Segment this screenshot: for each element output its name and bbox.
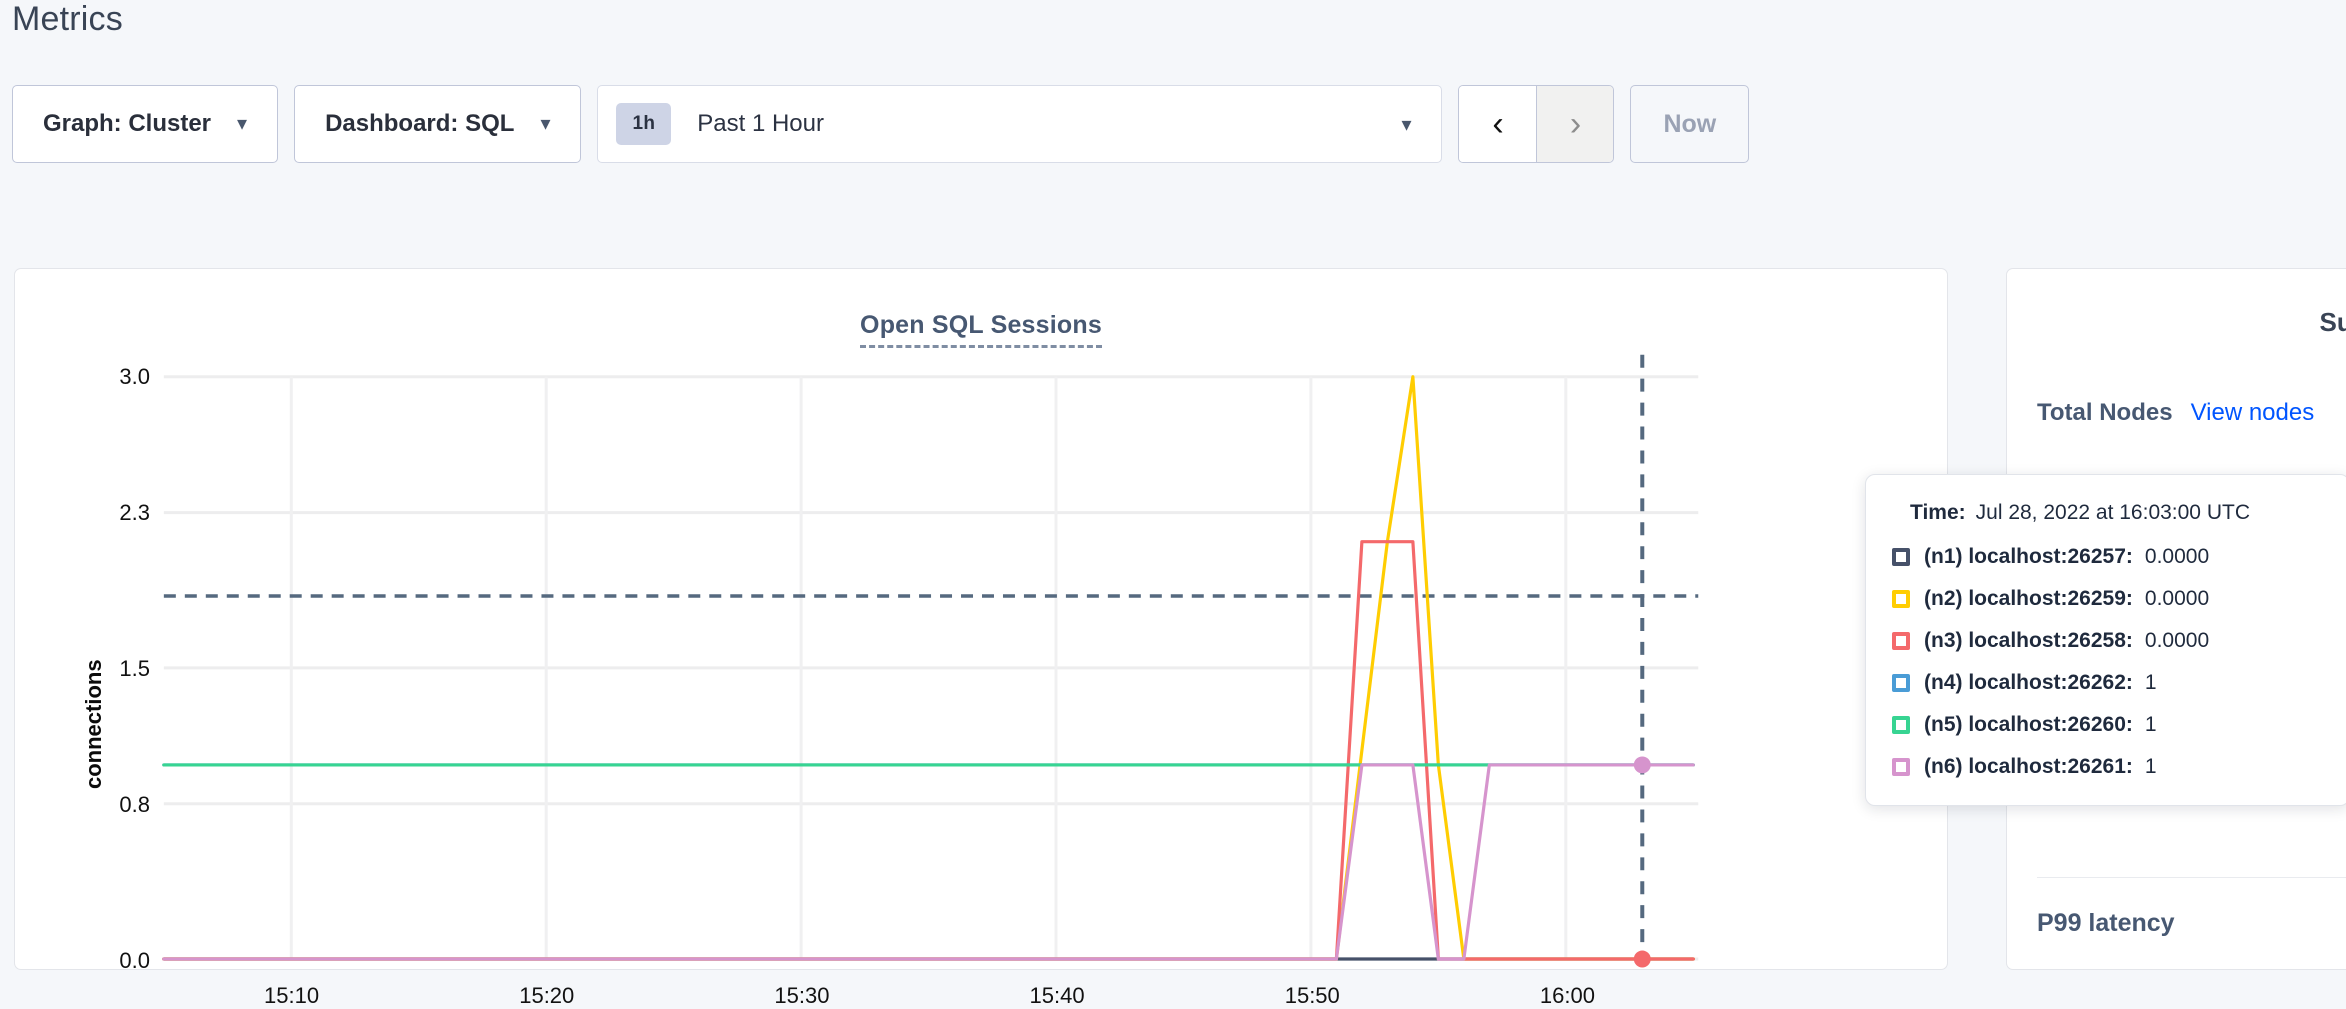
tooltip-series-row: (n6) localhost:26261: 1: [1892, 755, 2319, 779]
tooltip-series-row: (n1) localhost:26257: 0.0000: [1892, 545, 2319, 569]
time-range-label: Past 1 Hour: [697, 110, 824, 137]
tooltip-time: Time: Jul 28, 2022 at 16:03:00 UTC: [1910, 501, 2319, 525]
time-nav-prev-button[interactable]: ‹: [1459, 86, 1537, 162]
x-axis-tick-label: 16:00: [1539, 983, 1595, 1008]
chart-hover-marker: [1633, 756, 1651, 774]
now-button[interactable]: Now: [1630, 85, 1750, 163]
tooltip-series-label: (n2) localhost:26259:: [1924, 587, 2133, 610]
tooltip-series-label: (n6) localhost:26261:: [1924, 755, 2133, 778]
chart-title: Open SQL Sessions: [15, 311, 1947, 348]
series-color-swatch-icon: [1892, 758, 1910, 776]
time-nav-next-button[interactable]: ›: [1536, 86, 1614, 162]
chart-plot[interactable]: [15, 269, 1947, 969]
tooltip-time-value: Jul 28, 2022 at 16:03:00 UTC: [1975, 501, 2250, 524]
metrics-toolbar: Graph: Cluster ▾ Dashboard: SQL ▾ 1h Pas…: [12, 85, 1750, 163]
graph-select-label: Graph: Cluster: [43, 110, 212, 137]
open-sql-sessions-chart-card: Open SQL Sessions connections 0.0 0.8 1.5 2…: [14, 268, 1948, 1008]
x-axis-tick-label: 15:30: [774, 983, 830, 1008]
chart-series-line: [162, 540, 1695, 961]
total-nodes-label: Total Nodes: [2037, 399, 2173, 426]
tooltip-series-value: 0.0000: [2144, 545, 2210, 568]
series-color-swatch-icon: [1892, 548, 1910, 566]
series-color-swatch-icon: [1892, 674, 1910, 692]
chart-series-line: [162, 763, 1695, 961]
total-nodes-row: Total Nodes View nodes: [2037, 399, 2314, 427]
graph-select[interactable]: Graph: Cluster ▾: [12, 85, 279, 163]
x-axis-tick-label: 15:50: [1284, 983, 1340, 1008]
tooltip-series-value: 1: [2144, 755, 2157, 778]
y-axis-tick-label: 2.3: [119, 500, 150, 526]
now-button-label: Now: [1663, 109, 1717, 138]
tooltip-series-row: (n5) localhost:26260: 1: [1892, 713, 2319, 737]
chevron-down-icon: ▾: [540, 113, 551, 135]
tooltip-series-value: 0.0000: [2144, 629, 2210, 652]
tooltip-series-value: 1: [2144, 671, 2157, 694]
x-axis-tick-label: 15:40: [1029, 983, 1085, 1008]
chart-tooltip: Time: Jul 28, 2022 at 16:03:00 UTC (n1) l…: [1865, 474, 2346, 806]
page-title: Metrics: [12, 0, 123, 38]
chevron-left-icon: ‹: [1492, 104, 1504, 143]
tooltip-series-row: (n2) localhost:26259: 0.0000: [1892, 587, 2319, 611]
tooltip-series-label: (n1) localhost:26257:: [1924, 545, 2133, 568]
tooltip-series-row: (n3) localhost:26258: 0.0000: [1892, 629, 2319, 653]
tooltip-series-label: (n4) localhost:26262:: [1924, 671, 2133, 694]
y-axis-tick-label: 1.5: [119, 656, 150, 681]
y-axis-tick-label: 3.0: [119, 364, 150, 389]
summary-divider: [2037, 877, 2346, 878]
chevron-down-icon: ▾: [237, 113, 248, 135]
dashboard-select[interactable]: Dashboard: SQL ▾: [294, 85, 582, 163]
chevron-down-icon: ▾: [1401, 113, 1412, 136]
tooltip-series-value: 0.0000: [2144, 587, 2210, 610]
x-axis-tick-label: 15:10: [264, 983, 320, 1008]
tooltip-series-label: (n3) localhost:26258:: [1924, 629, 2133, 652]
y-axis-tick-label: 0.8: [119, 792, 150, 818]
time-range-pill: 1h: [616, 103, 672, 145]
series-color-swatch-icon: [1892, 716, 1910, 734]
series-color-swatch-icon: [1892, 632, 1910, 650]
chevron-right-icon: ›: [1569, 104, 1582, 143]
series-color-swatch-icon: [1892, 590, 1910, 608]
chart-title-text: Open SQL Sessions: [860, 311, 1102, 348]
time-nav-group: ‹ ›: [1458, 85, 1615, 163]
chart-hover-marker: [1633, 950, 1651, 968]
tooltip-series-label: (n5) localhost:26260:: [1924, 713, 2133, 736]
tooltip-series-row: (n4) localhost:26262: 1: [1892, 671, 2319, 695]
p99-latency-label: P99 latency: [2037, 909, 2175, 937]
tooltip-series-value: 1: [2144, 713, 2157, 736]
view-nodes-link[interactable]: View nodes: [2190, 399, 2315, 426]
tooltip-time-label: Time:: [1910, 501, 1966, 524]
y-axis-tick-label: 0.0: [119, 948, 150, 973]
x-axis-tick-label: 15:20: [519, 983, 575, 1008]
dashboard-select-label: Dashboard: SQL: [325, 110, 515, 137]
time-range-select[interactable]: 1h Past 1 Hour ▾: [597, 85, 1443, 163]
summary-panel-title: Summ: [2319, 307, 2346, 337]
tooltip-series-list: (n1) localhost:26257: 0.0000 (n2) localhos…: [1892, 545, 2319, 779]
